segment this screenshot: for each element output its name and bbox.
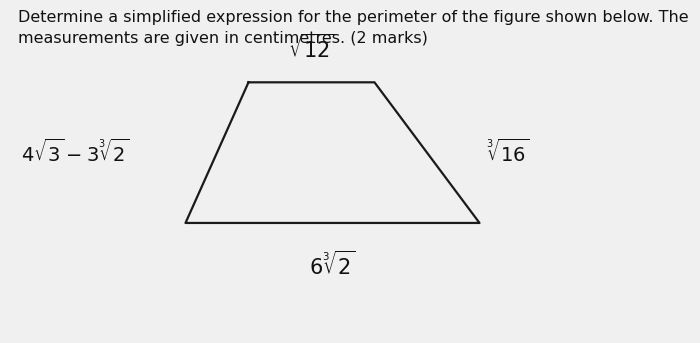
Text: $6\sqrt[3]{2}$: $6\sqrt[3]{2}$ bbox=[309, 250, 356, 279]
Text: $\sqrt[3]{16}$: $\sqrt[3]{16}$ bbox=[486, 139, 530, 166]
Text: $4\sqrt{3}-3\sqrt[3]{2}$: $4\sqrt{3}-3\sqrt[3]{2}$ bbox=[21, 139, 130, 166]
Text: $\sqrt{12}$: $\sqrt{12}$ bbox=[288, 33, 335, 62]
Text: Determine a simplified expression for the perimeter of the figure shown below. T: Determine a simplified expression for th… bbox=[18, 10, 688, 46]
